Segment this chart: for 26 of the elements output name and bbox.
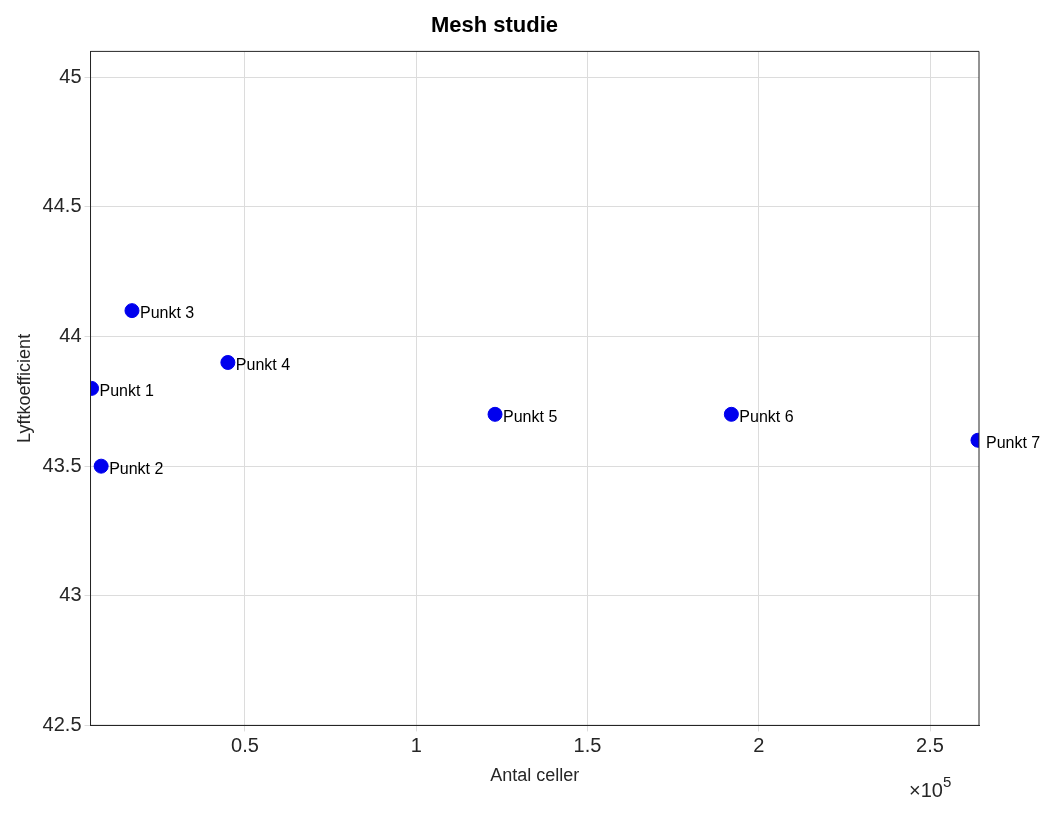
annotation: Punkt 6 bbox=[739, 407, 794, 425]
chart-title: Mesh studie bbox=[430, 12, 559, 38]
annotation: Punkt 1 bbox=[99, 381, 154, 399]
y-axis-title: Lyftkoefficient bbox=[13, 333, 34, 443]
x-tick-label: 1 bbox=[410, 733, 422, 756]
x-tick-label: 2.5 bbox=[916, 733, 944, 756]
y-tick-label: 45 bbox=[59, 64, 82, 87]
y-tick-label: 42.5 bbox=[42, 712, 82, 735]
y-tick-label: 44 bbox=[59, 324, 82, 347]
annotation: Punkt 7 bbox=[985, 433, 1041, 451]
annotation: Punkt 3 bbox=[139, 304, 195, 322]
x-tick-label: 0.5 bbox=[231, 733, 259, 756]
point bbox=[93, 458, 109, 474]
point bbox=[723, 406, 739, 422]
point bbox=[124, 303, 140, 319]
y-tick-label: 43 bbox=[59, 583, 82, 606]
x-axis-title: Antal celler bbox=[490, 765, 580, 786]
annotation: Punkt 5 bbox=[503, 407, 558, 425]
point bbox=[487, 406, 503, 422]
annotation: Punkt 4 bbox=[235, 355, 291, 373]
y-tick-label: 43.5 bbox=[42, 453, 82, 476]
x-tick-label: 2 bbox=[753, 733, 765, 756]
annotation: Punkt 2 bbox=[109, 459, 164, 477]
x-tick-label: 1.5 bbox=[573, 733, 602, 756]
point bbox=[220, 354, 236, 370]
y-tick-label: 44.5 bbox=[42, 194, 82, 217]
